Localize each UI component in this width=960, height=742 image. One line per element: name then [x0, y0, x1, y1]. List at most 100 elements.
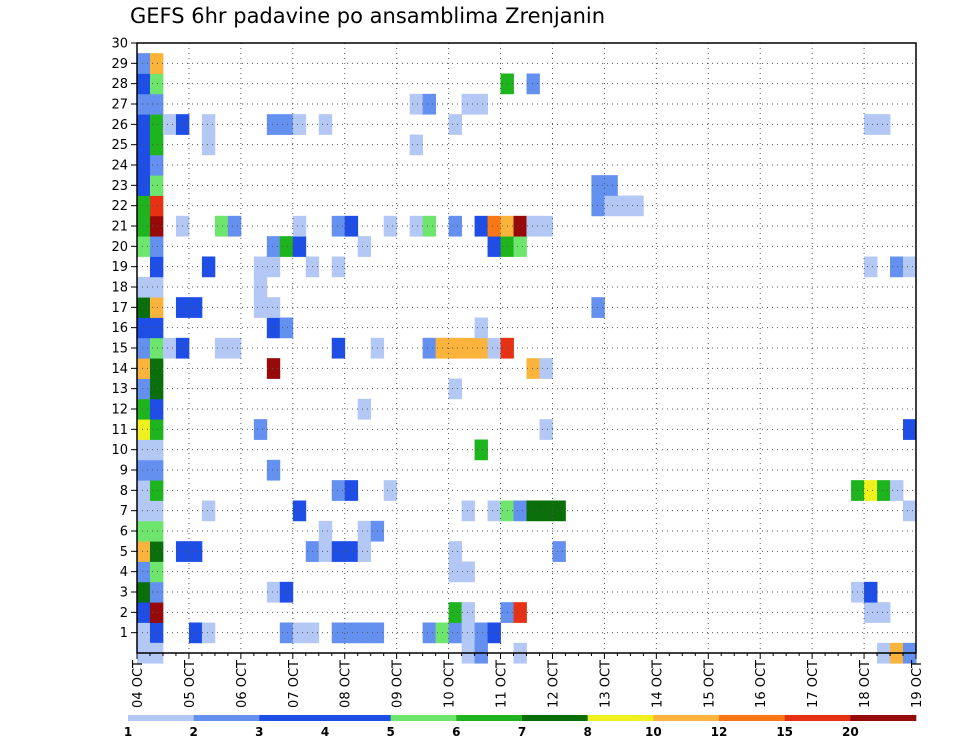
heatmap-cell [266, 317, 281, 339]
heatmap-cell [214, 337, 229, 359]
heatmap-cell [137, 134, 151, 156]
heatmap-cell [266, 297, 281, 318]
heatmap-cell [903, 256, 917, 278]
heatmap-cell [591, 297, 605, 318]
heatmap-cell [318, 520, 333, 542]
heatmap-cell [201, 256, 216, 278]
heatmap-cell [526, 358, 540, 379]
heatmap-cell [227, 337, 242, 359]
heatmap-cell [357, 236, 372, 257]
heatmap-cell [877, 114, 891, 135]
colorbar-label: 10 [645, 725, 662, 739]
heatmap-cell [344, 541, 359, 562]
heatmap-cell [149, 53, 164, 74]
heatmap-cell [448, 337, 462, 359]
y-tick-label: 6 [120, 525, 128, 540]
heatmap-cell [474, 93, 488, 115]
colorbar-segment [193, 715, 260, 721]
heatmap-cell [149, 195, 164, 217]
heatmap-cell [422, 215, 437, 237]
heatmap-cell [137, 541, 151, 562]
heatmap-cell [292, 114, 307, 135]
heatmap-cell [357, 622, 372, 644]
y-tick-label: 9 [120, 464, 128, 479]
heatmap-cell [552, 500, 566, 522]
heatmap-cell [864, 602, 878, 623]
heatmap-cell [474, 337, 488, 359]
heatmap-cell [279, 114, 294, 135]
heatmap-cell [253, 276, 268, 298]
heatmap-cell [448, 622, 462, 644]
x-tick-label: 12 OCT [546, 660, 561, 708]
y-tick-label: 2 [120, 606, 128, 621]
heatmap-cell [604, 195, 618, 217]
heatmap-cell [331, 215, 346, 237]
colorbar-label: 4 [321, 725, 329, 739]
heatmap-cell [864, 581, 878, 603]
heatmap-cell [253, 256, 268, 278]
heatmap-cell [137, 622, 151, 644]
heatmap-cell [201, 114, 216, 135]
heatmap-cell [253, 419, 268, 440]
heatmap-cell [331, 337, 346, 359]
heatmap-cell [214, 215, 229, 237]
heatmap-cell [137, 358, 151, 379]
y-tick-label: 1 [120, 626, 128, 641]
heatmap-cell [149, 419, 164, 440]
heatmap-cell [877, 480, 891, 501]
x-tick-label: 10 OCT [443, 660, 458, 708]
heatmap-cell [137, 419, 151, 440]
colorbar-segment [784, 715, 851, 721]
heatmap-cell [279, 236, 294, 257]
heatmap-cell [448, 561, 462, 583]
heatmap-cell [292, 500, 307, 522]
heatmap-cell [487, 622, 501, 644]
heatmap-cell [279, 317, 294, 339]
heatmap-cell [137, 581, 151, 603]
y-tick-label: 16 [111, 321, 128, 336]
heatmap-cell [253, 297, 268, 318]
heatmap-cell [149, 256, 164, 278]
x-tick-label: 09 OCT [391, 660, 406, 708]
heatmap-cell [539, 500, 553, 522]
heatmap-cell [149, 581, 164, 603]
heatmap-cell [864, 480, 878, 501]
heatmap-cell [461, 602, 475, 623]
y-tick-label: 24 [111, 159, 128, 174]
heatmap-cell [292, 622, 307, 644]
heatmap-cell [539, 358, 553, 379]
y-tick-label: 3 [120, 586, 128, 601]
y-tick-label: 30 [111, 37, 128, 52]
heatmap-cell [149, 297, 164, 318]
heatmap-cell [137, 195, 151, 217]
heatmap-cell [344, 480, 359, 501]
heatmap-cell [137, 378, 151, 400]
heatmap-cell [149, 398, 164, 420]
x-tick-label: 05 OCT [183, 660, 198, 708]
y-tick-label: 20 [111, 240, 128, 255]
heatmap-cell [903, 419, 917, 440]
heatmap-cell [266, 459, 281, 481]
y-tick-label: 29 [111, 57, 128, 72]
heatmap-cell [149, 602, 164, 623]
colorbar-label: 5 [386, 725, 394, 739]
heatmap-cell [149, 276, 164, 298]
y-tick-label: 12 [111, 403, 128, 418]
x-tick-label: 16 OCT [754, 660, 769, 708]
y-tick-label: 15 [111, 342, 128, 357]
heatmap-cell [422, 93, 437, 115]
heatmap-cell [137, 154, 151, 176]
heatmap-cell [890, 256, 904, 278]
heatmap-cell [487, 337, 501, 359]
colorbar-segment [325, 715, 391, 721]
heatmap-cell [591, 175, 605, 196]
heatmap-cell [448, 378, 462, 400]
heatmap-cell [149, 378, 164, 400]
heatmap-cell [137, 480, 151, 501]
colorbar-label: 7 [518, 725, 526, 739]
heatmap-cell [188, 297, 203, 318]
heatmap-cell [864, 256, 878, 278]
heatmap-cell [513, 500, 527, 522]
heatmap-cell [591, 195, 605, 217]
heatmap-cell [487, 215, 501, 237]
